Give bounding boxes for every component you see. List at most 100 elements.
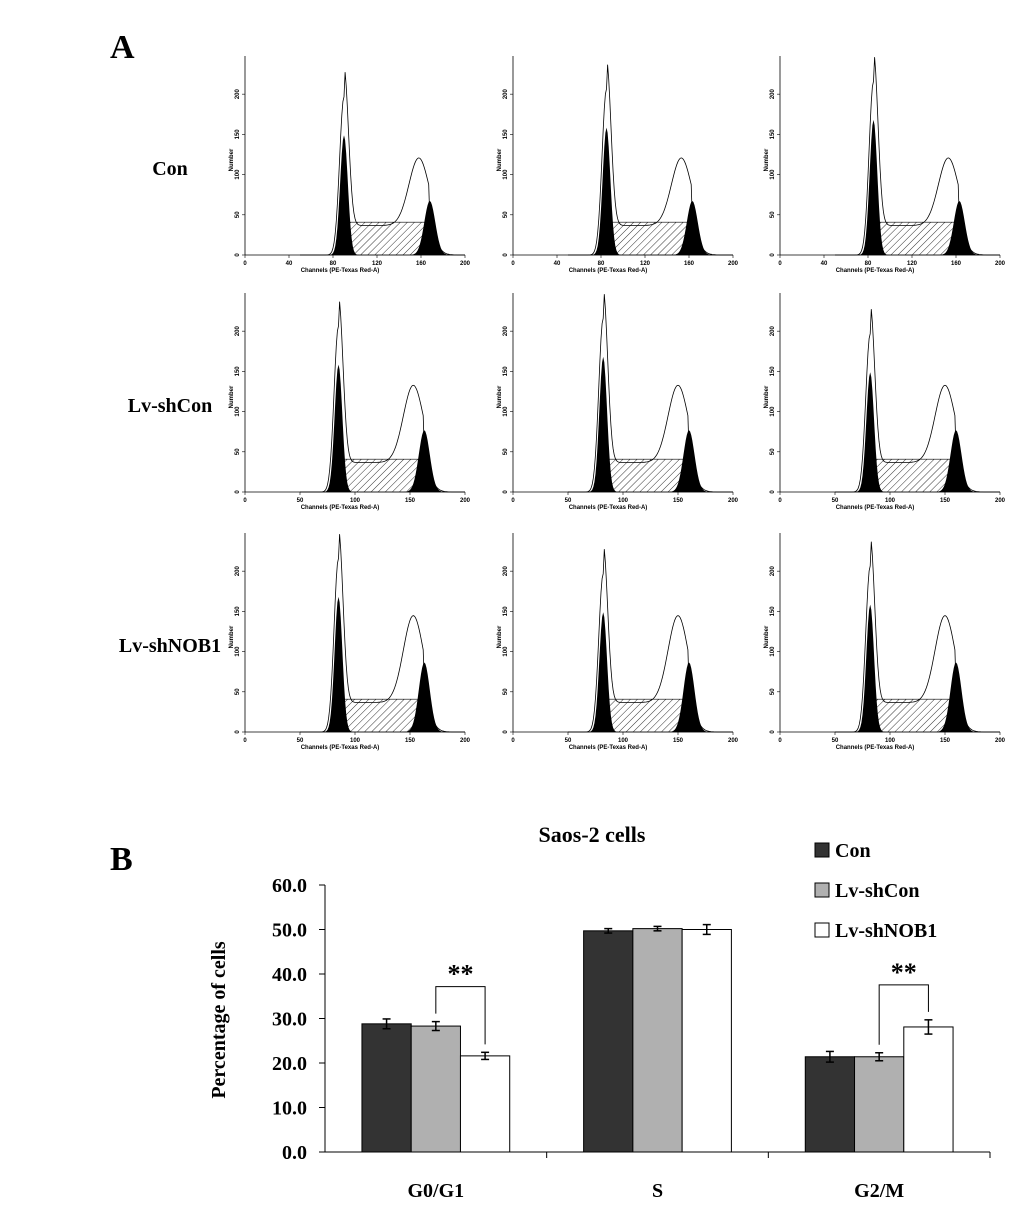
y-tick-label: 0 — [770, 490, 776, 494]
y-tick-label: 150 — [770, 366, 776, 377]
y-tick-label: 50 — [235, 211, 241, 218]
y-tick-label: 0.0 — [282, 1142, 307, 1164]
y-tick-label: 10.0 — [272, 1098, 307, 1120]
x-axis-label: Channels (PE-Texas Red-A) — [569, 745, 648, 751]
x-tick-label: 100 — [885, 738, 896, 744]
bar — [459, 1055, 511, 1153]
significance-label: ** — [891, 958, 917, 987]
y-axis-label: Number — [764, 625, 770, 648]
y-tick-label: 150 — [235, 606, 241, 617]
x-tick-label: 100 — [350, 498, 361, 504]
y-tick-label: 200 — [770, 89, 776, 100]
histogram-g2-peak — [835, 430, 1000, 492]
y-tick-label: 50 — [770, 211, 776, 218]
x-tick-label: 150 — [940, 738, 951, 744]
histogram-g1-peak — [568, 612, 733, 732]
y-tick-label: 150 — [770, 129, 776, 140]
histogram-outline — [568, 64, 733, 256]
bar — [632, 928, 683, 1153]
y-axis-label: Number — [497, 385, 503, 408]
x-tick-label: G2/M — [854, 1180, 904, 1202]
x-tick-label: 0 — [511, 498, 515, 504]
x-tick-label: 100 — [618, 738, 629, 744]
x-tick-label: 0 — [511, 738, 515, 744]
x-tick-label: 120 — [907, 261, 918, 267]
error-bar — [653, 925, 662, 932]
y-tick-label: 0 — [235, 253, 241, 257]
x-tick-label: 200 — [728, 261, 739, 267]
error-bar — [382, 1018, 391, 1030]
y-axis-label: Number — [497, 148, 503, 171]
x-tick-label: 200 — [460, 738, 471, 744]
histogram-s-phase — [300, 698, 465, 733]
y-tick-label: 60.0 — [272, 875, 307, 897]
x-tick-label: 0 — [778, 498, 782, 504]
x-tick-label: 160 — [684, 261, 695, 267]
histogram-s-phase — [568, 221, 733, 256]
row-label: Lv-shCon — [128, 395, 212, 417]
legend-label: Con — [835, 840, 871, 862]
y-axis-label: Number — [229, 148, 235, 171]
chart-title: Saos-2 cells — [539, 822, 646, 847]
y-tick-label: 200 — [770, 566, 776, 577]
x-tick-label: 200 — [995, 738, 1006, 744]
x-tick-label: 200 — [460, 498, 471, 504]
y-tick-label: 20.0 — [272, 1053, 307, 1075]
bar — [361, 1023, 412, 1153]
y-axis-label: Number — [764, 385, 770, 408]
histogram-s-phase — [835, 698, 1000, 733]
histogram-g1-peak — [835, 372, 1000, 492]
y-tick-label: 200 — [235, 89, 241, 100]
y-tick-label: 100 — [503, 169, 509, 180]
y-tick-label: 0 — [235, 490, 241, 494]
x-tick-label: 100 — [350, 738, 361, 744]
y-tick-label: 150 — [503, 606, 509, 617]
histogram-g2-peak — [568, 430, 733, 492]
x-tick-label: 150 — [405, 738, 416, 744]
y-tick-label: 100 — [503, 406, 509, 417]
x-tick-label: 150 — [940, 498, 951, 504]
legend-label: Lv-shNOB1 — [835, 920, 937, 942]
x-tick-label: 100 — [885, 498, 896, 504]
bar — [410, 1025, 461, 1153]
x-tick-label: 40 — [821, 261, 828, 267]
x-tick-label: 200 — [995, 498, 1006, 504]
x-tick-label: 160 — [951, 261, 962, 267]
histogram-s-phase — [835, 458, 1000, 493]
x-tick-label: 160 — [416, 261, 427, 267]
y-axis-label: Number — [229, 625, 235, 648]
error-bar — [604, 927, 613, 934]
x-tick-label: 120 — [372, 261, 383, 267]
x-axis-label: Channels (PE-Texas Red-A) — [836, 505, 915, 511]
x-tick-label: 200 — [460, 261, 471, 267]
y-tick-label: 150 — [235, 366, 241, 377]
x-tick-label: 200 — [995, 261, 1006, 267]
y-tick-label: 200 — [770, 326, 776, 337]
x-tick-label: 0 — [243, 261, 247, 267]
error-bar — [924, 1019, 933, 1035]
y-axis-label: Number — [497, 625, 503, 648]
y-tick-label: 200 — [503, 326, 509, 337]
histogram-g1-peak — [835, 604, 1000, 732]
histogram-outline — [835, 541, 1000, 733]
y-tick-label: 100 — [770, 646, 776, 657]
y-tick-label: 150 — [503, 366, 509, 377]
y-axis-label: Number — [764, 148, 770, 171]
y-tick-label: 150 — [235, 129, 241, 140]
histogram-g1-peak — [835, 119, 1000, 256]
x-tick-label: 50 — [565, 738, 572, 744]
x-tick-label: 40 — [286, 261, 293, 267]
x-tick-label: 120 — [640, 261, 651, 267]
y-tick-label: 100 — [503, 646, 509, 657]
x-tick-label: 80 — [330, 261, 337, 267]
y-tick-label: 50 — [235, 448, 241, 455]
y-tick-label: 150 — [770, 606, 776, 617]
significance-label: ** — [447, 960, 473, 989]
error-bar — [825, 1050, 834, 1063]
x-tick-label: 50 — [565, 498, 572, 504]
legend-swatch — [814, 882, 830, 898]
y-tick-label: 100 — [770, 406, 776, 417]
row-label: Lv-shNOB1 — [119, 635, 221, 657]
y-tick-label: 100 — [235, 169, 241, 180]
